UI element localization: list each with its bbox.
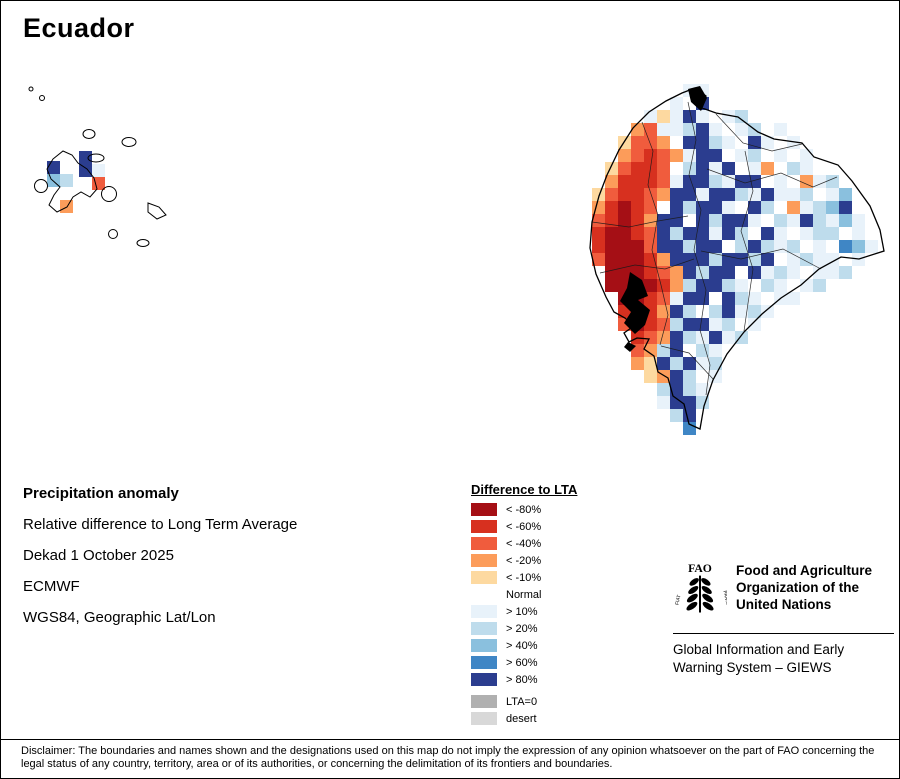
legend-item: < -60% bbox=[471, 520, 577, 533]
legend-item: < -80% bbox=[471, 503, 577, 516]
info-heading: Precipitation anomaly bbox=[23, 485, 179, 502]
giews-line: Global Information and Early bbox=[673, 642, 845, 657]
legend-label: < -60% bbox=[506, 520, 542, 533]
legend-item: Normal bbox=[471, 588, 577, 601]
fao-block: FAO FIAT PANIS Food and Agriculture Orga… bbox=[673, 559, 894, 677]
legend-label: > 60% bbox=[506, 656, 538, 669]
fao-org-line: Food and Agriculture bbox=[736, 563, 872, 578]
legend-label: < -20% bbox=[506, 554, 542, 567]
legend-label: < -40% bbox=[506, 537, 542, 550]
info-line-projection: WGS84, Geographic Lat/Lon bbox=[23, 609, 216, 626]
legend-title: Difference to LTA bbox=[471, 482, 578, 497]
legend-label: > 10% bbox=[506, 605, 538, 618]
legend-swatch bbox=[471, 571, 497, 584]
legend-swatch bbox=[471, 622, 497, 635]
legend-label: LTA=0 bbox=[506, 695, 538, 708]
fao-motto-left: FIAT bbox=[674, 594, 682, 605]
fao-logo-text: FAO bbox=[688, 562, 712, 575]
legend-swatch bbox=[471, 554, 497, 567]
fao-org-line: United Nations bbox=[736, 597, 832, 612]
fao-logo: FAO FIAT PANIS bbox=[674, 562, 727, 613]
legend-item: > 80% bbox=[471, 673, 577, 686]
legend-label: > 80% bbox=[506, 673, 538, 686]
legend-item: > 20% bbox=[471, 622, 577, 635]
giews-line: Warning System – GIEWS bbox=[673, 660, 832, 675]
legend-item: < -10% bbox=[471, 571, 577, 584]
legend-item: > 60% bbox=[471, 656, 577, 669]
legend-label: Normal bbox=[506, 588, 542, 601]
disclaimer-text: Disclaimer: The boundaries and names sho… bbox=[1, 739, 899, 778]
fao-org-name: Food and Agriculture Organization of the… bbox=[736, 559, 872, 621]
legend: Difference to LTA < -80% < -60% < -40% < -2… bbox=[471, 482, 577, 729]
legend-item: < -20% bbox=[471, 554, 577, 567]
legend-swatch bbox=[471, 520, 497, 533]
info-line-dekad: Dekad 1 October 2025 bbox=[23, 547, 174, 564]
ecuador-outline bbox=[589, 87, 885, 430]
water-bodies bbox=[620, 86, 707, 352]
legend-item: > 10% bbox=[471, 605, 577, 618]
legend-swatch bbox=[471, 639, 497, 652]
galapagos-raster-cells bbox=[47, 151, 105, 213]
legend-label: < -80% bbox=[506, 503, 542, 516]
divider-line bbox=[673, 633, 894, 634]
giews-name: Global Information and Early Warning Sys… bbox=[673, 641, 894, 677]
legend-swatch bbox=[471, 537, 497, 550]
legend-item: > 40% bbox=[471, 639, 577, 652]
legend-swatch bbox=[471, 588, 497, 601]
legend-label: > 40% bbox=[506, 639, 538, 652]
info-line-source: ECMWF bbox=[23, 578, 80, 595]
info-line-method: Relative difference to Long Term Average bbox=[23, 516, 298, 533]
legend-item: desert bbox=[471, 712, 577, 725]
legend-swatch bbox=[471, 712, 497, 725]
admin-boundaries bbox=[591, 101, 838, 396]
legend-label: > 20% bbox=[506, 622, 538, 635]
legend-item: LTA=0 bbox=[471, 695, 577, 708]
legend-label: < -10% bbox=[506, 571, 542, 584]
fao-org-line: Organization of the bbox=[736, 580, 859, 595]
legend-extra-items: LTA=0 desert bbox=[471, 695, 577, 725]
fao-motto-right: PANIS bbox=[721, 590, 727, 606]
legend-swatch bbox=[471, 503, 497, 516]
map-info: Precipitation anomaly Relative differenc… bbox=[23, 485, 297, 640]
legend-swatch bbox=[471, 656, 497, 669]
legend-swatch bbox=[471, 695, 497, 708]
raster-cells bbox=[592, 84, 878, 435]
legend-label: desert bbox=[506, 712, 537, 725]
legend-item: < -40% bbox=[471, 537, 577, 550]
legend-swatch bbox=[471, 673, 497, 686]
page-title: Ecuador bbox=[23, 13, 135, 43]
legend-items: < -80% < -60% < -40% < -20% < -10% Normal > 10… bbox=[471, 503, 577, 686]
galapagos-islands bbox=[28, 86, 167, 247]
legend-swatch bbox=[471, 605, 497, 618]
